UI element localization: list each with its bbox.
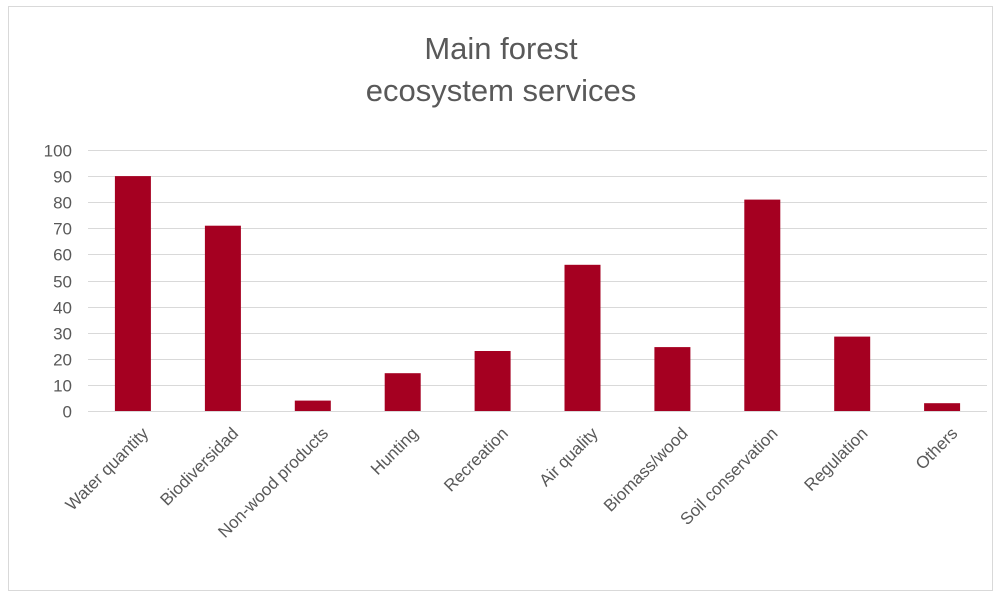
x-category-label: Biodiversidad bbox=[157, 424, 243, 510]
x-category-label: Soil conservation bbox=[677, 424, 782, 529]
y-tick-label: 60 bbox=[53, 246, 72, 265]
bar-water-quantity bbox=[114, 176, 151, 411]
y-tick-label: 80 bbox=[53, 194, 72, 213]
y-tick-label: 10 bbox=[53, 377, 72, 396]
y-tick-label: 20 bbox=[53, 351, 72, 370]
bar-regulation bbox=[834, 336, 871, 411]
chart-title-line-2: ecosystem services bbox=[365, 73, 637, 108]
x-category-label: Others bbox=[912, 424, 962, 474]
x-category-label: Recreation bbox=[440, 424, 512, 496]
y-tick-label: 40 bbox=[53, 299, 72, 318]
chart-title: Main forest ecosystem services bbox=[0, 28, 1002, 112]
y-tick-label: 70 bbox=[53, 220, 72, 239]
y-axis-tick-labels: 0 10 20 30 40 50 60 70 80 90 100 bbox=[44, 142, 72, 422]
bar-others bbox=[924, 403, 961, 411]
y-tick-label: 100 bbox=[44, 142, 72, 161]
bars bbox=[114, 176, 961, 411]
bar-non-wood-products bbox=[294, 400, 331, 411]
bar-biodiversidad bbox=[204, 225, 241, 411]
bar-hunting bbox=[384, 373, 421, 411]
y-tick-label: 30 bbox=[53, 325, 72, 344]
y-tick-label: 0 bbox=[63, 403, 72, 422]
y-tick-label: 90 bbox=[53, 168, 72, 187]
chart-area bbox=[8, 6, 993, 591]
x-category-label: Air quality bbox=[536, 424, 603, 491]
chart-title-line-1: Main forest bbox=[424, 31, 578, 66]
bar-biomass-wood bbox=[654, 347, 691, 411]
bar-soil-conservation bbox=[744, 199, 781, 411]
bar-recreation bbox=[474, 351, 511, 411]
x-category-label: Regulation bbox=[801, 424, 872, 495]
y-tick-label: 50 bbox=[53, 273, 72, 292]
x-category-label: Water quantity bbox=[62, 424, 153, 515]
x-category-label: Biomass/wood bbox=[600, 424, 692, 516]
bar-air-quality bbox=[564, 264, 601, 411]
x-category-label: Hunting bbox=[367, 424, 422, 479]
